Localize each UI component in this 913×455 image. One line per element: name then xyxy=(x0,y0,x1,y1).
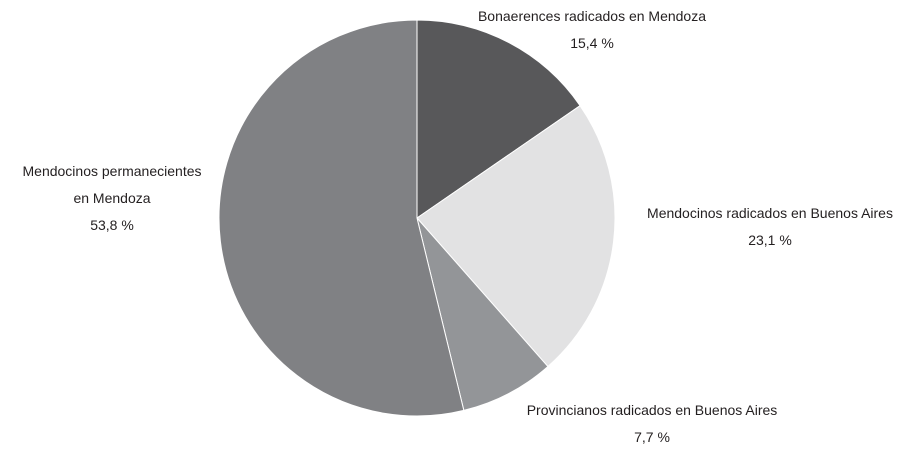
pie-slice xyxy=(416,19,581,219)
pie-slice xyxy=(416,104,616,368)
value-label: 15,4 % xyxy=(570,35,614,51)
slice-label: Provincianos radicados en Buenos Aires 7,… xyxy=(492,397,812,451)
slice-label: Mendocinos radicados en Buenos Aires 23,1… xyxy=(620,200,913,254)
slice-label: Mendocinos permanecientes en Mendoza 53,8… xyxy=(17,158,207,239)
value-label: 23,1 % xyxy=(748,232,792,248)
category-label: Mendocinos permanecientes en Mendoza xyxy=(22,163,202,206)
category-label: Mendocinos radicados en Buenos Aires xyxy=(647,205,893,221)
category-label: Provincianos radicados en Buenos Aires xyxy=(526,402,778,418)
value-label: 7,7 % xyxy=(634,429,670,445)
slice-label: Bonaerences radicados en Mendoza 15,4 % xyxy=(432,3,752,57)
category-label: Bonaerences radicados en Mendoza xyxy=(477,8,707,24)
pie-slice xyxy=(218,19,465,417)
pie-slice xyxy=(416,217,549,411)
value-label: 53,8 % xyxy=(90,217,134,233)
